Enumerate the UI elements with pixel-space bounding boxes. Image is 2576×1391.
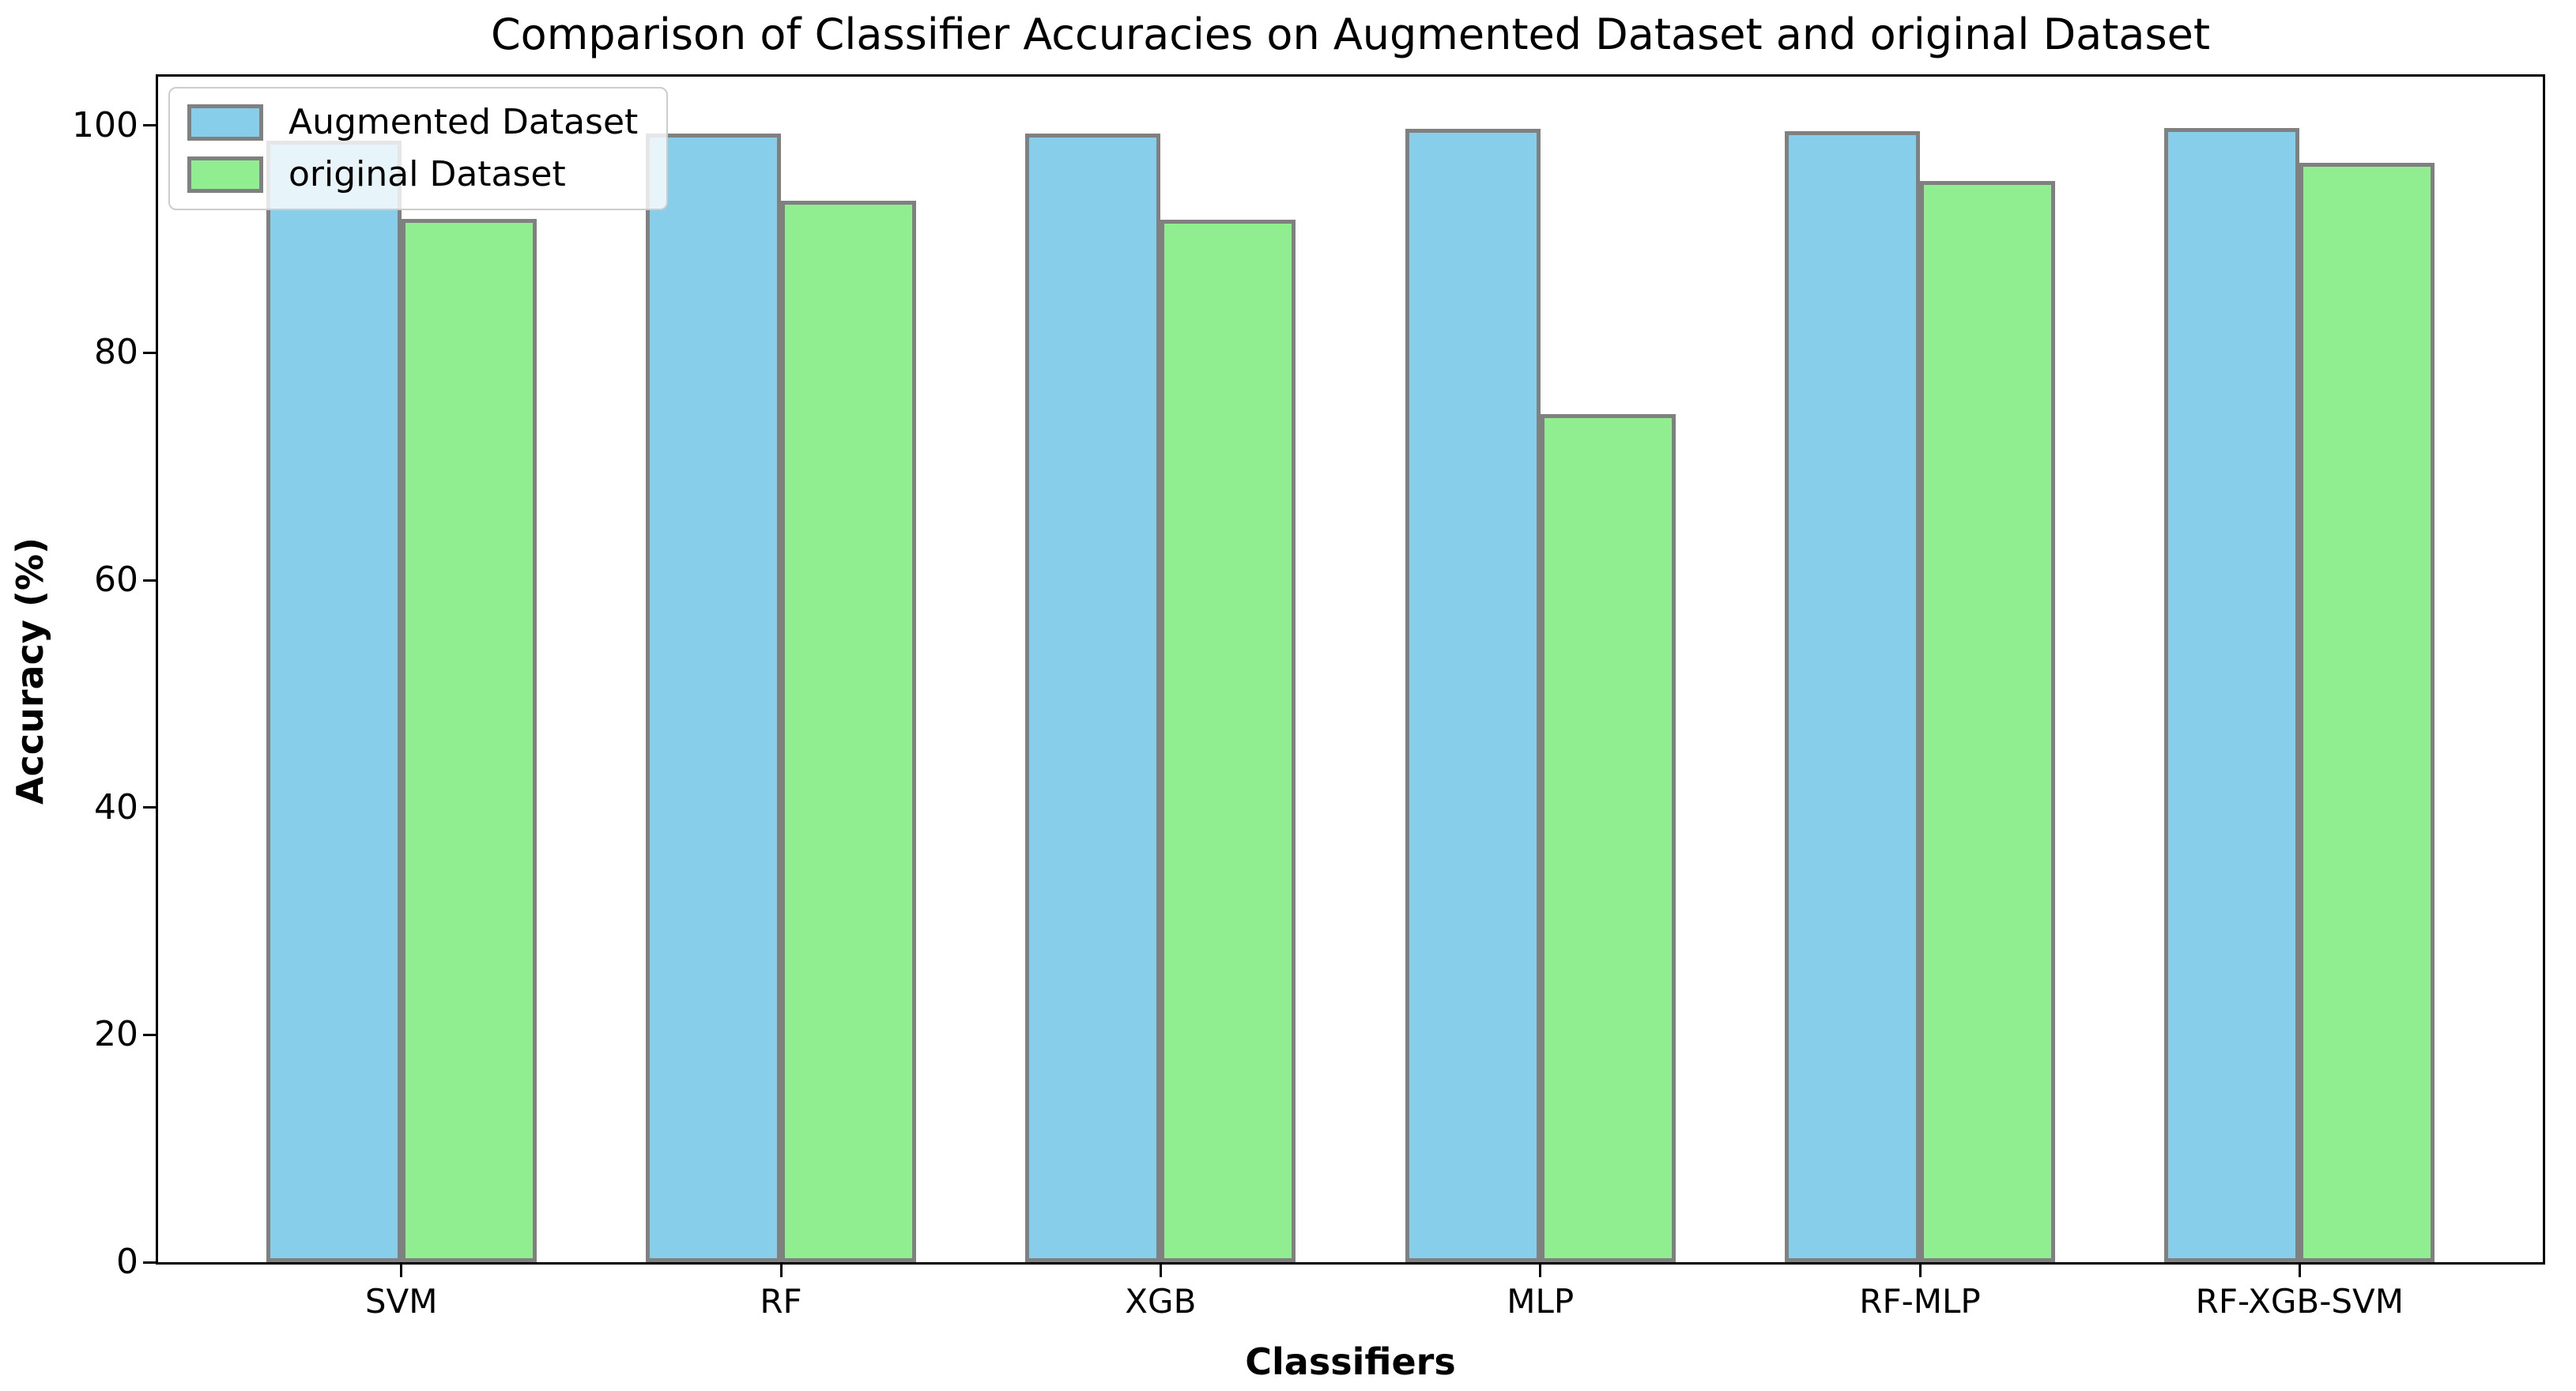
legend-item-original: original Dataset [187, 156, 566, 193]
x-category-label-mlp: MLP [1507, 1282, 1575, 1321]
legend-label-original: original Dataset [289, 154, 566, 194]
legend-swatch-original [187, 156, 263, 193]
y-tick-label: 80 [94, 332, 138, 373]
x-tick-mark [1159, 1265, 1162, 1277]
x-category-label-rf-mlp: RF-MLP [1859, 1282, 1981, 1321]
bar-original-rf-mlp [1920, 181, 2056, 1262]
bar-augmented-rf-xgb-svm [2164, 128, 2300, 1262]
bar-augmented-rf [646, 134, 782, 1262]
bar-original-svm [401, 219, 537, 1262]
y-tick-mark [143, 124, 156, 127]
x-tick-mark [1918, 1265, 1922, 1277]
bar-augmented-rf-mlp [1785, 131, 1921, 1262]
x-tick-mark [400, 1265, 403, 1277]
y-tick-mark [143, 806, 156, 809]
legend-swatch-augmented [187, 104, 263, 141]
y-tick-mark [143, 1261, 156, 1264]
x-category-label-xgb: XGB [1125, 1282, 1197, 1321]
legend: Augmented Dataset original Dataset [168, 87, 668, 210]
y-tick-label: 20 [94, 1014, 138, 1055]
x-category-label-svm: SVM [364, 1282, 438, 1321]
y-axis-label: Accuracy (%) [9, 537, 51, 805]
plot-area: Augmented Dataset original Dataset [156, 74, 2545, 1265]
x-tick-mark [779, 1265, 783, 1277]
y-tick-label: 40 [94, 786, 138, 827]
bar-augmented-mlp [1405, 129, 1541, 1262]
bar-original-xgb [1160, 220, 1296, 1262]
y-tick-mark [143, 579, 156, 582]
x-category-label-rf: RF [760, 1282, 802, 1321]
y-tick-label: 60 [94, 560, 138, 601]
y-tick-mark [143, 1033, 156, 1036]
y-tick-label: 100 [72, 104, 138, 145]
chart-title: Comparison of Classifier Accuracies on A… [490, 9, 2211, 59]
bar-original-mlp [1540, 414, 1676, 1262]
bar-augmented-svm [266, 141, 402, 1262]
y-tick-label: 0 [116, 1242, 138, 1282]
legend-label-augmented: Augmented Dataset [289, 102, 639, 142]
x-axis-label: Classifiers [1245, 1340, 1456, 1383]
bar-augmented-xgb [1025, 134, 1161, 1262]
bar-original-rf-xgb-svm [2299, 163, 2435, 1262]
y-tick-mark [143, 351, 156, 354]
x-category-label-rf-xgb-svm: RF-XGB-SVM [2195, 1282, 2404, 1321]
x-tick-mark [2298, 1265, 2301, 1277]
x-tick-mark [1539, 1265, 1542, 1277]
legend-item-augmented: Augmented Dataset [187, 104, 638, 141]
bar-original-rf [781, 201, 917, 1262]
